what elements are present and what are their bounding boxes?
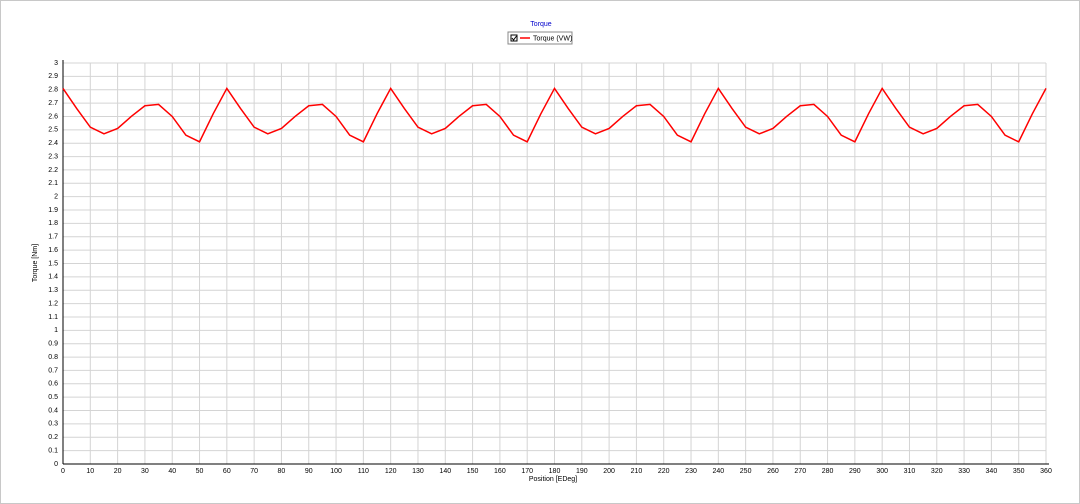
y-tick-label: 2 <box>54 194 58 201</box>
x-tick-label: 310 <box>904 468 916 475</box>
y-tick-label: 0.7 <box>48 367 58 374</box>
y-tick-label: 0 <box>54 461 58 468</box>
x-tick-label: 290 <box>849 468 861 475</box>
x-tick-label: 110 <box>358 468 369 475</box>
y-tick-label: 0.8 <box>48 354 58 361</box>
x-tick-label: 60 <box>223 468 231 475</box>
x-tick-label: 170 <box>521 468 533 475</box>
y-tick-label: 1.3 <box>48 287 58 294</box>
x-tick-label: 130 <box>412 468 424 475</box>
legend-label: Torque (VW) <box>533 35 572 42</box>
x-tick-label: 80 <box>278 468 286 475</box>
x-tick-label: 350 <box>1013 468 1025 475</box>
y-tick-label: 1.2 <box>48 300 58 307</box>
y-tick-label: 2.6 <box>48 113 58 120</box>
y-tick-label: 3 <box>54 60 58 67</box>
x-tick-label: 140 <box>439 468 451 475</box>
legend-box <box>507 31 573 45</box>
x-tick-label: 200 <box>603 468 615 475</box>
x-tick-label: 50 <box>196 468 204 475</box>
y-tick-label: 2.1 <box>48 180 58 187</box>
y-tick-label: 1.8 <box>48 220 58 227</box>
x-tick-label: 210 <box>631 468 643 475</box>
y-tick-label: 1.5 <box>48 260 58 267</box>
y-tick-label: 2.8 <box>48 87 58 94</box>
x-tick-label: 340 <box>986 468 998 475</box>
chart-title: Torque <box>530 21 552 28</box>
x-tick-label: 0 <box>61 468 65 475</box>
y-tick-label: 2.9 <box>48 73 58 80</box>
x-tick-label: 100 <box>330 468 342 475</box>
y-tick-label: 0.9 <box>48 341 58 348</box>
check-mark <box>511 35 517 41</box>
x-axis-label: Position [EDeg] <box>529 476 577 483</box>
x-tick-label: 270 <box>794 468 806 475</box>
y-tick-label: 1.1 <box>48 314 58 321</box>
x-tick-label: 360 <box>1040 468 1052 475</box>
x-tick-label: 190 <box>576 468 588 475</box>
x-tick-label: 160 <box>494 468 506 475</box>
x-tick-label: 70 <box>250 468 258 475</box>
x-tick-label: 220 <box>658 468 670 475</box>
y-tick-label: 0.4 <box>48 407 58 414</box>
x-tick-label: 10 <box>86 468 94 475</box>
x-tick-label: 40 <box>168 468 176 475</box>
x-tick-label: 260 <box>767 468 779 475</box>
x-tick-label: 250 <box>740 468 752 475</box>
y-tick-label: 0.1 <box>48 447 58 454</box>
y-tick-label: 0.6 <box>48 381 58 388</box>
x-tick-label: 300 <box>876 468 888 475</box>
x-tick-label: 20 <box>114 468 122 475</box>
y-tick-label: 0.2 <box>48 434 58 441</box>
x-tick-label: 150 <box>467 468 479 475</box>
x-tick-label: 90 <box>305 468 313 475</box>
y-tick-label: 0.5 <box>48 394 58 401</box>
y-tick-label: 2.7 <box>48 100 58 107</box>
y-axis-label: Torque [Nm] <box>32 244 39 282</box>
x-tick-label: 280 <box>822 468 834 475</box>
x-tick-label: 120 <box>385 468 397 475</box>
y-tick-label: 1.6 <box>48 247 58 254</box>
x-tick-label: 320 <box>931 468 943 475</box>
y-tick-label: 2.2 <box>48 167 58 174</box>
y-tick-label: 2.5 <box>48 127 58 134</box>
legend-checkbox[interactable] <box>510 34 518 42</box>
x-tick-label: 230 <box>685 468 697 475</box>
x-tick-label: 330 <box>958 468 970 475</box>
y-tick-label: 1.7 <box>48 234 58 241</box>
y-tick-label: 1.4 <box>48 274 58 281</box>
series-line <box>62 86 1047 143</box>
y-tick-label: 2.4 <box>48 140 58 147</box>
x-tick-label: 180 <box>549 468 561 475</box>
x-tick-label: 240 <box>712 468 724 475</box>
y-tick-label: 1 <box>54 327 58 334</box>
y-tick-label: 2.3 <box>48 153 58 160</box>
x-tick-label: 30 <box>141 468 149 475</box>
legend <box>507 31 573 45</box>
y-tick-label: 1.9 <box>48 207 58 214</box>
y-tick-label: 0.3 <box>48 421 58 428</box>
